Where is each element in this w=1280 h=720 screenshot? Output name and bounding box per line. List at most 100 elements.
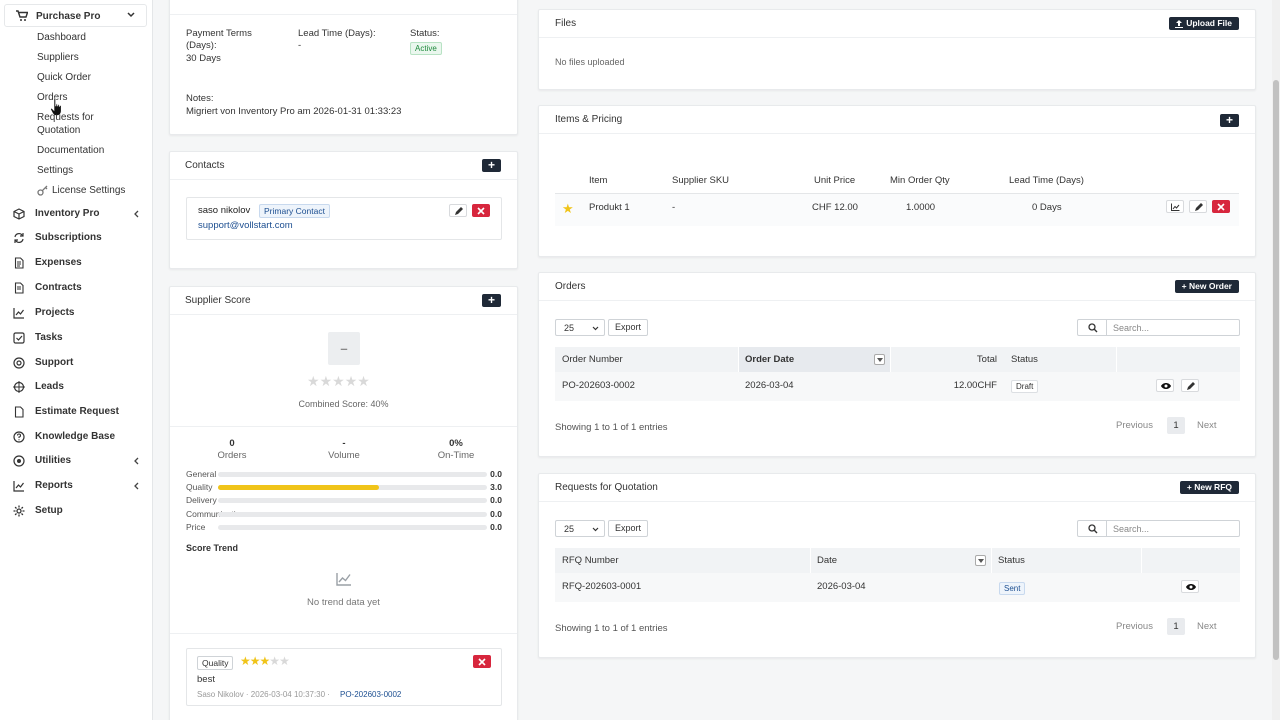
nav-setup[interactable]: Setup [13,504,143,518]
nav-rfq-line2[interactable]: Quotation [37,125,81,136]
items-col-item: Item [589,175,608,186]
orders-page-1-button[interactable]: 1 [1167,417,1185,434]
review-card: Quality ★★★★★ best Saso Nikolov · 2026-0… [186,648,502,706]
box-icon [13,208,25,220]
nav-orders[interactable]: Orders [37,92,68,103]
item-price: CHF 12.00 [812,202,858,213]
orders-title: Orders [555,281,586,292]
orders-search-button[interactable] [1077,319,1107,336]
nav-documentation[interactable]: Documentation [37,145,105,156]
nav-inventory-pro[interactable]: Inventory Pro [13,207,143,221]
nav-estimate-request[interactable]: Estimate Request [13,405,143,419]
orders-header: Orders + New Order [539,273,1255,301]
question-icon [13,431,25,443]
nav-tasks[interactable]: Tasks [13,331,143,345]
item-name: Produkt 1 [589,202,630,213]
star-icon: ★ [332,373,345,389]
nav-quick-order[interactable]: Quick Order [37,72,91,83]
delete-review-button[interactable] [473,655,491,668]
star-icon: ★ [259,654,271,668]
contacts-title: Contacts [185,160,225,171]
stat-orders-label: Orders [217,450,247,461]
pencil-icon [455,207,463,215]
score-bar-label: Delivery [186,495,217,505]
score-bar-row: Price 0.0 [186,522,502,534]
nav-contracts[interactable]: Contracts [13,281,143,295]
orders-export-button[interactable]: Export [608,319,649,336]
orders-page-size-select[interactable]: 25 [555,319,605,336]
gear-icon [13,505,25,517]
preferred-star-icon[interactable]: ★ [562,201,574,216]
orders-col-status[interactable]: Status [1011,354,1038,365]
item-lead-time: 0 Days [1032,202,1062,213]
upload-icon [1175,20,1184,28]
review-order-link[interactable]: PO-202603-0002 [340,690,402,699]
nav-dashboard[interactable]: Dashboard [37,32,86,43]
order-status-badge: Draft [1011,380,1039,393]
payment-terms-value: 30 Days [186,53,221,64]
nav-projects[interactable]: Projects [13,306,143,320]
rfq-status-badge: Sent [999,582,1026,595]
item-price-history-button[interactable] [1166,200,1184,213]
add-contact-button[interactable]: + [482,159,501,172]
rfq-export-button[interactable]: Export [608,520,649,537]
nav-support[interactable]: Support [13,356,143,370]
orders-col-date-sorted[interactable]: Order Date [738,347,891,372]
edit-contact-button[interactable] [449,204,467,217]
upload-file-button[interactable]: Upload File [1169,17,1239,30]
files-title: Files [555,18,577,29]
nav-rfq[interactable]: Requests for [37,112,94,123]
star-icon: ★ [307,373,320,389]
nav-settings[interactable]: Settings [37,165,74,176]
rfq-page-size-select[interactable]: 25 [555,520,605,537]
orders-prev-button[interactable]: Previous [1116,420,1153,431]
rfq-prev-button[interactable]: Previous [1116,621,1153,632]
edit-item-button[interactable] [1189,200,1207,213]
score-bar-row: Communication 0.0 [186,509,502,521]
crosshair-icon [13,381,25,393]
score-bar-row: Quality 3.0 [186,482,502,494]
scrollbar-thumb[interactable] [1273,80,1279,660]
nav-expenses[interactable]: Expenses [13,256,143,270]
rfq-search-input[interactable]: Search... [1107,520,1240,537]
items-col-minqty: Min Order Qty [890,175,950,186]
delete-item-button[interactable] [1212,200,1230,213]
score-bar-value: 3.0 [490,482,502,492]
nav-knowledge-base[interactable]: Knowledge Base [13,430,143,444]
score-bar-label: Communication [186,509,246,519]
nav-utilities[interactable]: Utilities [13,454,143,468]
rfq-next-button[interactable]: Next [1197,621,1217,632]
edit-order-button[interactable] [1181,379,1199,392]
items-pricing-panel: Items & Pricing + Item Supplier SKU Unit… [538,105,1256,257]
orders-col-total[interactable]: Total [976,354,997,365]
app-switcher[interactable]: Purchase Pro [4,4,147,27]
add-score-button[interactable]: + [482,294,501,307]
new-order-button[interactable]: + New Order [1174,280,1239,293]
rfq-page-1-button[interactable]: 1 [1167,618,1185,635]
scrollbar-track[interactable] [1272,0,1280,720]
nav-leads[interactable]: Leads [13,380,143,394]
line-chart-icon [13,481,24,492]
view-order-button[interactable] [1156,379,1174,392]
nav-subscriptions[interactable]: Subscriptions [13,231,143,245]
contact-email-link[interactable]: support@vollstart.com [198,220,293,231]
rfq-search-button[interactable] [1077,520,1107,537]
order-number: PO-202603-0002 [562,380,635,391]
rfq-row: RFQ-202603-0001 2026-03-04 Sent [555,573,1240,602]
sidebar: Purchase Pro Dashboard Suppliers Quick O… [0,0,153,720]
nav-license-settings[interactable]: License Settings [52,185,126,196]
delete-contact-button[interactable] [472,204,490,217]
orders-col-number[interactable]: Order Number [562,354,623,365]
orders-next-button[interactable]: Next [1197,420,1217,431]
score-bar-track [218,485,487,490]
orders-search-input[interactable]: Search... [1107,319,1240,336]
new-rfq-button[interactable]: + New RFQ [1179,481,1239,494]
rfq-col-status[interactable]: Status [998,555,1025,566]
nav-suppliers[interactable]: Suppliers [37,52,79,63]
rfq-col-date-sorted[interactable]: Date [810,548,992,573]
rfq-col-number[interactable]: RFQ Number [562,555,619,566]
nav-reports[interactable]: Reports [13,479,143,493]
view-rfq-button[interactable] [1181,580,1199,593]
add-item-button[interactable]: + [1220,114,1239,127]
score-bar-track [218,525,487,530]
